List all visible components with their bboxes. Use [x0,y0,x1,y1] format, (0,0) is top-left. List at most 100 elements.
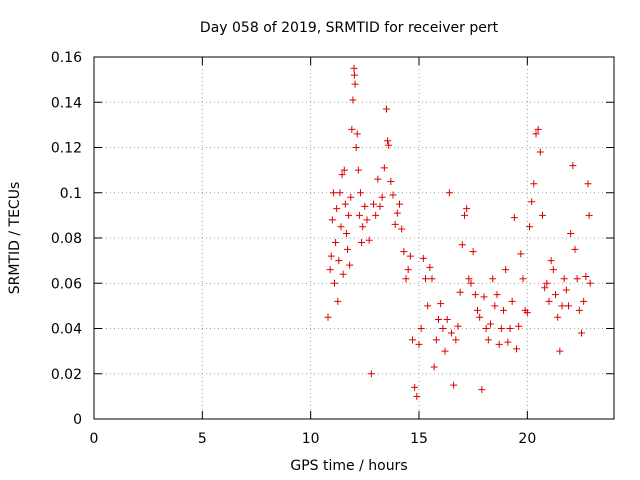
data-point [461,211,468,219]
data-point [584,180,592,188]
data-point [571,245,579,253]
data-point [361,202,369,210]
data-point [402,275,410,283]
data-point [363,216,371,224]
data-point [327,252,335,260]
data-point [331,279,338,287]
data-point [569,162,577,170]
data-point [513,345,520,353]
data-point [342,229,350,237]
data-point [352,144,360,151]
data-point [489,275,497,283]
x-tick-label: 0 [90,431,99,447]
data-point [493,291,501,299]
data-point [534,125,542,133]
data-point [334,297,342,305]
data-point [384,137,392,145]
data-point [526,223,533,231]
data-point [417,325,425,332]
data-point [573,275,581,283]
data-point [471,291,479,299]
x-axis-label: GPS time / hours [290,458,407,474]
data-points [324,64,594,400]
data-point [504,338,512,346]
data-point [445,189,453,197]
data-point [478,386,486,394]
data-point [348,125,356,133]
data-point [346,261,354,269]
data-point [441,347,449,355]
data-point [585,211,593,219]
data-point [567,229,575,237]
data-point [350,64,358,72]
data-point [339,270,347,278]
data-point [393,209,401,217]
data-point [552,291,559,299]
data-point [398,225,406,233]
x-tick-label: 5 [198,431,207,447]
data-point [354,166,362,174]
data-point [495,340,503,348]
data-point [422,275,429,283]
data-point [547,257,555,265]
data-point [344,245,351,253]
data-point [582,272,590,280]
data-point [578,329,585,337]
data-point [556,347,564,355]
data-point [456,288,464,296]
data-point [374,175,382,183]
data-point [536,148,544,156]
data-point [575,306,583,314]
data-point [491,302,499,310]
data-point [454,322,462,330]
data-point [450,381,458,389]
y-tick-label: 0.12 [51,141,82,157]
data-point [458,241,466,249]
data-point [565,302,572,310]
data-point [523,309,531,317]
data-point [376,202,384,210]
data-point [469,248,477,256]
data-point [549,266,557,274]
data-point [428,275,436,283]
y-tick-label: 0.06 [51,276,82,292]
data-point [432,336,440,344]
data-point [539,211,546,219]
data-point [326,266,334,274]
data-point [341,200,349,208]
data-point [437,300,445,308]
data-point [328,216,336,224]
data-point [558,302,566,310]
y-tick-label: 0.14 [51,95,82,111]
data-point [335,257,343,265]
data-point [443,315,451,323]
data-point [329,189,337,197]
y-tick-label: 0.04 [51,322,82,338]
data-point [482,325,490,332]
data-point [389,191,397,199]
data-point [465,275,473,283]
data-point [396,200,403,208]
data-point [383,105,390,113]
data-point [500,306,507,314]
data-point [380,164,388,172]
data-point [474,306,481,314]
y-tick-label: 0.02 [51,367,82,383]
data-point [560,275,568,283]
data-point [517,250,525,258]
data-point [435,315,442,323]
axis-ticks: 0 5 10 15 20 0 0.02 0.04 0.06 0.08 0.1 0.12 0.14 0.16 [51,50,614,447]
data-point [350,71,358,79]
data-point [338,171,346,179]
data-point [367,370,375,378]
data-point [476,313,484,321]
data-point [528,198,536,206]
data-point [406,252,414,260]
data-point [448,329,455,337]
data-point [426,263,434,271]
data-point [378,193,386,201]
chart-title: Day 058 of 2019, SRMTID for receiver per… [200,20,499,36]
data-point [586,279,594,287]
data-point [467,279,475,287]
data-point [372,211,380,219]
